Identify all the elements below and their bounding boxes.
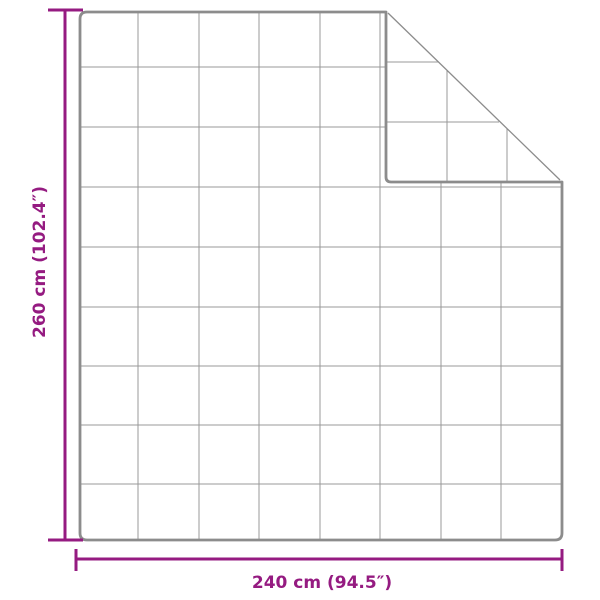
fold-flap-grid	[387, 61, 508, 181]
height-dimension: 260 cm (102.4″)	[30, 8, 83, 542]
width-dimension: 240 cm (94.5″)	[74, 549, 564, 593]
width-dimension-line	[74, 549, 564, 571]
quilt-grid	[81, 13, 561, 539]
blanket-outline	[78, 10, 564, 542]
height-dimension-line	[48, 8, 83, 542]
width-dimension-label: 240 cm (94.5″)	[252, 573, 392, 593]
fold-crease-line	[387, 12, 561, 181]
height-dimension-label: 260 cm (102.4″)	[30, 186, 50, 338]
